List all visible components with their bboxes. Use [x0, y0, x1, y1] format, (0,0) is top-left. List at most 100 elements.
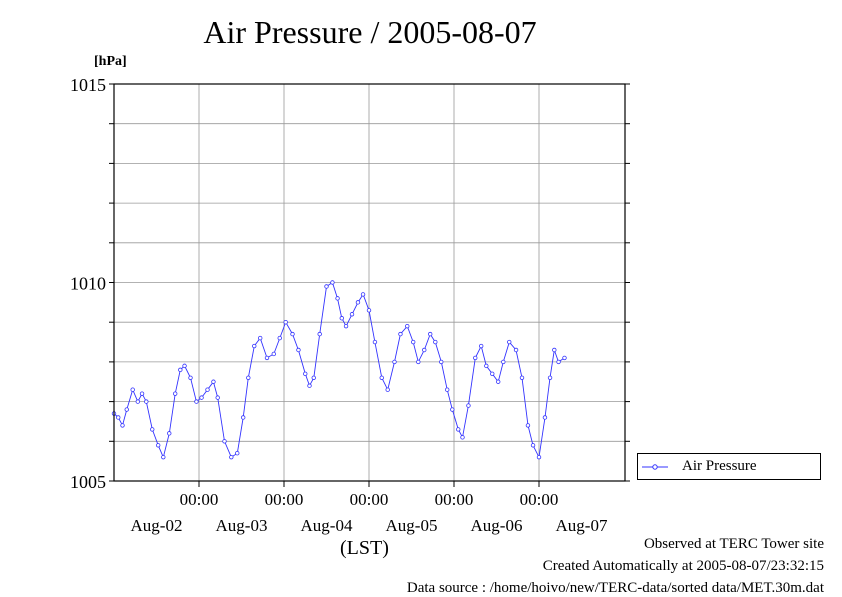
y-tick-label: 1005: [70, 472, 106, 492]
data-point: [433, 339, 438, 345]
data-point: [144, 399, 149, 404]
data-point: [556, 359, 561, 365]
footer-created-note: Created Automatically at 2005-08-07/23:3…: [542, 558, 824, 574]
y-axis-unit-label: [hPa]: [94, 54, 127, 69]
data-point: [428, 331, 433, 337]
data-point: [525, 423, 531, 428]
data-point: [372, 339, 378, 345]
data-point: [290, 331, 295, 337]
data-point: [130, 387, 135, 392]
grid-lines: [114, 84, 625, 481]
y-tick-label: 1015: [70, 75, 106, 95]
x-tick-time-label: 00:00: [350, 490, 389, 509]
data-point: [150, 427, 155, 432]
legend-line-marker-icon: [642, 464, 668, 470]
data-point: [246, 375, 251, 380]
data-point: [215, 395, 220, 400]
data-point: [277, 335, 282, 341]
data-point: [416, 359, 421, 365]
data-point: [507, 339, 512, 345]
x-tick-date-label: Aug-07: [556, 516, 608, 535]
data-point: [222, 439, 227, 444]
legend-label: Air Pressure: [682, 458, 757, 474]
data-point: [411, 339, 416, 345]
data-point: [562, 355, 567, 361]
data-point: [172, 391, 178, 396]
data-point: [392, 359, 397, 365]
data-point: [116, 415, 121, 420]
x-axis-ticks: 00:00 00:00 00:00 00:00 00:00 Aug-02 Aug-03 Aug…: [131, 481, 608, 535]
data-point: [536, 454, 542, 460]
data-point: [205, 387, 210, 392]
data-point: [379, 375, 384, 380]
data-point: [501, 359, 506, 365]
y-tick-label: 1010: [70, 274, 106, 294]
x-tick-date-label: Aug-04: [301, 516, 353, 535]
data-point: [385, 387, 390, 392]
y-axis-ticks: 1005 1010 1015: [70, 75, 630, 492]
data-point: [530, 443, 536, 448]
data-point: [199, 395, 204, 400]
x-tick-date-label: Aug-02: [131, 516, 183, 535]
data-point: [405, 323, 410, 329]
data-point: [552, 347, 557, 353]
data-point: [271, 351, 276, 357]
legend: Air Pressure: [637, 453, 821, 480]
x-axis-label: (LST): [340, 537, 389, 559]
x-tick-date-label: Aug-06: [471, 516, 523, 535]
data-point: [307, 383, 312, 388]
x-tick-time-label: 00:00: [180, 490, 219, 509]
data-point: [349, 312, 355, 317]
data-point: [439, 359, 444, 365]
plot-frame: [113, 83, 626, 482]
data-point: [422, 347, 427, 353]
data-point: [490, 371, 495, 377]
data-point: [339, 316, 344, 321]
data-point: [139, 391, 145, 396]
data-point: [355, 300, 361, 305]
data-point: [211, 379, 216, 384]
data-point: [283, 320, 288, 325]
x-tick-time-label: 00:00: [265, 490, 304, 509]
footer-data-source: Data source : /home/hoivo/new/TERC-data/…: [406, 580, 824, 596]
data-point: [445, 387, 450, 392]
data-point: [335, 296, 340, 301]
data-point: [235, 451, 240, 456]
x-tick-date-label: Aug-03: [216, 516, 268, 535]
data-point: [366, 308, 372, 313]
data-point: [167, 431, 172, 436]
series-air-pressure: [111, 280, 567, 460]
data-point: [303, 371, 308, 377]
data-point: [252, 343, 257, 349]
data-point: [161, 454, 166, 460]
data-point: [398, 331, 403, 337]
chart-title: Air Pressure / 2005-08-07: [203, 14, 537, 50]
data-point: [473, 355, 478, 361]
data-point: [155, 443, 161, 448]
data-point: [317, 331, 322, 337]
footer-site-note: Observed at TERC Tower site: [643, 536, 824, 552]
data-point: [479, 343, 484, 349]
data-point: [188, 375, 193, 380]
data-point: [456, 427, 461, 432]
data-point: [547, 375, 553, 380]
data-point: [450, 407, 455, 412]
data-point: [484, 363, 489, 369]
data-point: [135, 399, 140, 404]
x-tick-time-label: 00:00: [435, 490, 474, 509]
data-point: [542, 415, 548, 420]
data-point: [258, 335, 263, 341]
data-point: [324, 284, 329, 289]
data-point: [513, 347, 519, 353]
data-point: [240, 415, 246, 420]
x-tick-time-label: 00:00: [520, 490, 559, 509]
data-point: [360, 292, 366, 297]
data-point: [519, 375, 525, 380]
x-tick-date-label: Aug-05: [386, 516, 438, 535]
data-point: [311, 375, 316, 380]
data-point: [296, 347, 301, 353]
data-point: [466, 403, 471, 408]
data-point: [264, 355, 270, 361]
data-point: [229, 454, 234, 460]
